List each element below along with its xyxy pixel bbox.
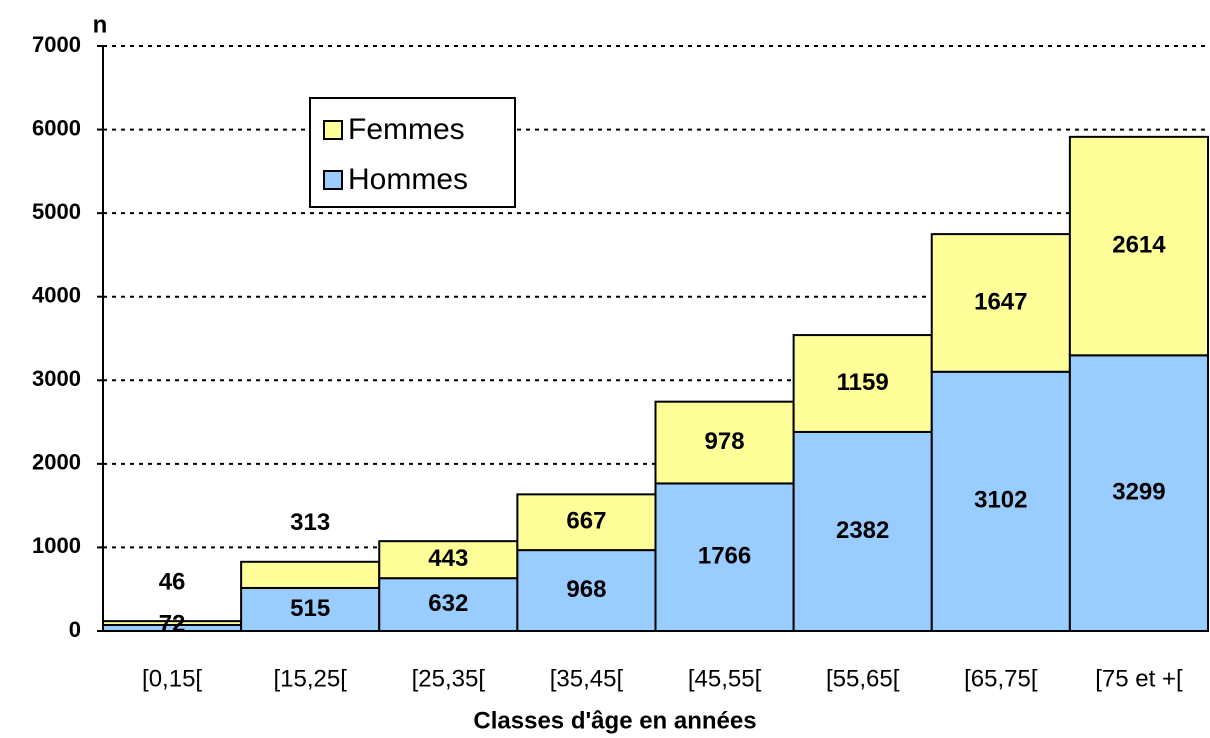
data-label: 3102 <box>974 487 1027 514</box>
y-tick-label: 3000 <box>32 366 81 391</box>
y-tick-label: 2000 <box>32 450 81 475</box>
y-axis-label: n <box>93 11 108 38</box>
x-tick-label: [35,45[ <box>550 665 624 692</box>
data-label: 968 <box>566 576 606 603</box>
data-label: 978 <box>705 428 745 455</box>
x-tick-label: [25,35[ <box>412 665 486 692</box>
legend-swatch <box>323 170 343 190</box>
data-label: 632 <box>428 590 468 617</box>
y-tick-label: 0 <box>69 617 81 642</box>
data-label: 2614 <box>1112 231 1166 258</box>
data-label: 1647 <box>974 288 1027 315</box>
bar-segment <box>1068 354 1209 632</box>
y-tick-label: 5000 <box>32 199 81 224</box>
bar-segment <box>792 334 933 433</box>
x-tick-label: [65,75[ <box>964 665 1038 692</box>
legend-label: Femmes <box>348 113 465 146</box>
bar-segment <box>378 540 519 580</box>
data-label: 313 <box>290 509 330 536</box>
data-label: 3299 <box>1112 478 1165 505</box>
data-label: 46 <box>159 568 186 595</box>
bar-segment <box>240 560 381 589</box>
data-label: 443 <box>428 545 468 572</box>
bar-segment <box>930 370 1071 632</box>
x-tick-label: [55,65[ <box>826 665 900 692</box>
y-tick-label: 1000 <box>32 533 81 558</box>
x-tick-label: [15,25[ <box>273 665 347 692</box>
y-tick-label: 4000 <box>32 283 81 308</box>
bar-segment <box>654 482 795 633</box>
data-label: 667 <box>566 508 606 535</box>
legend-label: Hommes <box>348 163 468 196</box>
data-label: 515 <box>290 595 330 622</box>
bar-segment <box>930 233 1071 373</box>
x-axis-label: Classes d'âge en années <box>473 707 756 734</box>
bar-segment <box>516 493 657 552</box>
legend-box <box>309 97 516 208</box>
y-tick-label: 6000 <box>32 115 81 140</box>
bar-segment <box>654 400 795 485</box>
data-label: 72 <box>159 610 186 637</box>
y-tick-label: 7000 <box>32 32 81 57</box>
data-label: 2382 <box>836 517 889 544</box>
legend-swatch <box>323 120 343 140</box>
data-label: 1766 <box>698 543 751 570</box>
x-tick-label: [0,15[ <box>142 665 202 692</box>
bar-segment <box>1068 135 1209 357</box>
x-tick-label: [45,55[ <box>688 665 762 692</box>
x-tick-label: [75 et +[ <box>1095 665 1183 692</box>
data-label: 1159 <box>837 369 889 396</box>
